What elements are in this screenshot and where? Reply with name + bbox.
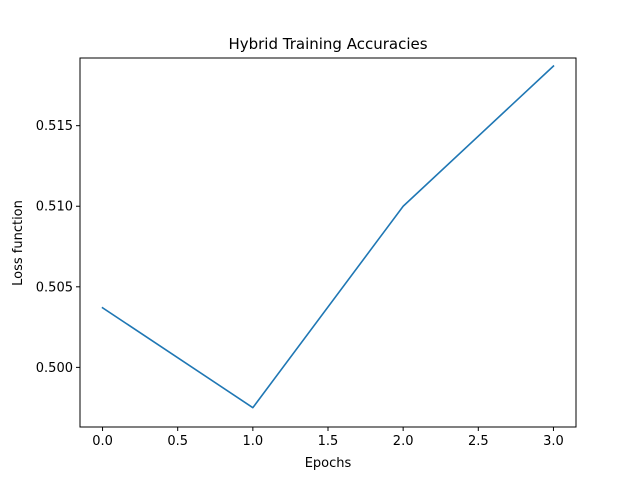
chart-title: Hybrid Training Accuracies (228, 35, 427, 53)
x-tick-label: 1.0 (243, 434, 264, 449)
x-tick-label: 0.5 (167, 434, 188, 449)
x-tick-label: 3.0 (543, 434, 564, 449)
series-layer (101, 64, 555, 409)
series-line (101, 64, 555, 409)
y-axis-label: Loss function (11, 200, 26, 286)
x-tick-label: 2.0 (393, 434, 414, 449)
y-tick-label: 0.505 (36, 280, 73, 295)
x-tick-label: 2.5 (468, 434, 489, 449)
x-tick-label: 1.5 (318, 434, 339, 449)
y-tick-label: 0.510 (36, 200, 73, 215)
x-tick-label: 0.0 (92, 434, 113, 449)
x-axis-label: Epochs (305, 456, 352, 471)
y-tick-label: 0.500 (36, 361, 73, 376)
y-axis: 0.500 0.505 0.510 0.515 (36, 119, 80, 376)
y-tick-label: 0.515 (36, 119, 73, 134)
x-axis: 0.0 0.5 1.0 1.5 2.0 2.5 3.0 (92, 427, 564, 449)
